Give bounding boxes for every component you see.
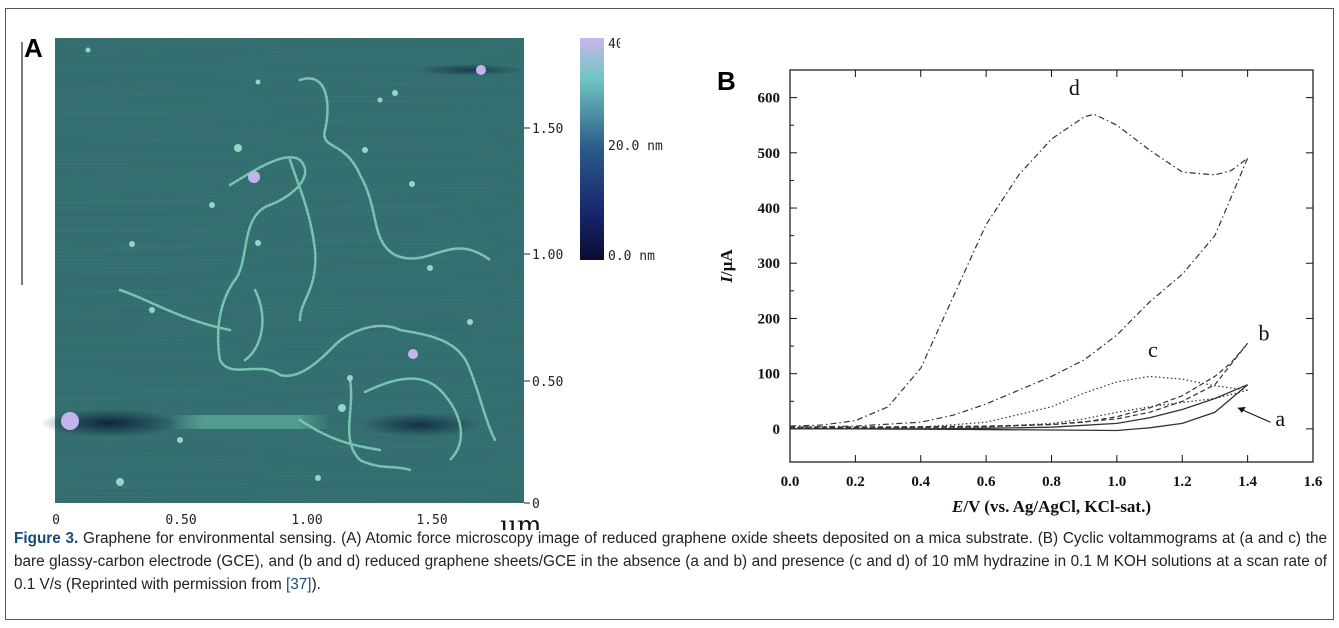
afm-x-tick: 1.00 (291, 513, 322, 528)
afm-x-tick: 1.50 (416, 513, 447, 528)
series-c-reverse (789, 389, 1248, 430)
series-b-forward (789, 342, 1249, 428)
cv-chart: 0.0 0.2 0.4 0.6 0.8 1.0 1.2 1.4 1.6 0 100 200 300 400… (717, 69, 1323, 516)
y-axis-label: I/µA (717, 249, 736, 284)
afm-y-tick: 1.00 (532, 248, 563, 263)
x-tick-label: 0.8 (1042, 474, 1061, 490)
y-tick-label: 600 (758, 91, 781, 107)
plot-frame (789, 69, 1314, 463)
x-tick-label: 1.0 (1108, 474, 1127, 490)
caption-figure-label: Figure 3. (14, 530, 79, 547)
afm-colorbar-ticks: 40.0 nm (608, 37, 620, 52)
figure-frame (5, 8, 1334, 620)
colorbar-label-low: 0.0 nm (608, 249, 655, 264)
afm-colorbar (580, 38, 604, 260)
y-tick-label: 0 (773, 422, 781, 438)
afm-y-tick: 0.50 (532, 375, 563, 390)
afm-x-tick: 0 (52, 513, 60, 528)
y-tick-label: 300 (758, 256, 781, 272)
afm-y-axis: 0 0.50 1.00 1.50 (524, 122, 563, 512)
curve-a-arrowhead (1237, 406, 1246, 413)
caption-end: ). (311, 576, 321, 593)
series-a-forward (790, 384, 1248, 430)
x-tick-label: 0.2 (846, 474, 865, 490)
series-b-reverse (789, 342, 1249, 429)
colorbar-label-mid: 20.0 nm (608, 139, 663, 154)
y-tick-label: 500 (758, 146, 781, 162)
figure-caption: Figure 3. Graphene for environmental sen… (14, 527, 1327, 596)
x-tick-label: 0.0 (781, 474, 800, 490)
y-tick-label: 100 (758, 367, 781, 383)
series-c-forward (789, 375, 1248, 429)
curve-label-b: b (1258, 321, 1269, 346)
y-tick-label: 400 (758, 201, 781, 217)
x-tick-label: 1.2 (1173, 474, 1192, 490)
afm-y-tick: 0 (532, 497, 540, 512)
curve-label-d: d (1069, 75, 1080, 100)
afm-x-unit: µm (500, 511, 542, 530)
series-a-reverse (790, 384, 1249, 432)
afm-y-tick: 1.50 (532, 122, 563, 137)
caption-text: Graphene for environmental sensing. (A) … (14, 530, 1327, 593)
series-d-reverse (789, 158, 1249, 428)
afm-x-axis: 0 0.50 1.00 1.50 (52, 513, 448, 528)
caption-reference-link[interactable]: [37] (286, 576, 312, 593)
x-tick-label: 1.4 (1238, 474, 1257, 490)
y-tick-label: 200 (758, 311, 781, 327)
afm-image (40, 38, 525, 503)
afm-x-tick: 0.50 (165, 513, 196, 528)
curve-label-a: a (1275, 406, 1285, 431)
x-tick-label: 0.6 (977, 474, 996, 490)
colorbar-tick: 40.0 nm (608, 37, 620, 52)
x-axis-label: E/V (vs. Ag/AgCl, KCl-sat.) (951, 497, 1151, 516)
x-tick-label: 1.6 (1304, 474, 1323, 490)
panel-a-label: A (24, 33, 43, 63)
x-tick-label: 0.4 (911, 474, 930, 490)
afm-panel: 0 0.50 1.00 1.50 µm 0 0.50 1.00 1.50 40.… (21, 37, 620, 530)
series-d-forward (789, 113, 1248, 427)
panel-b-label: B (717, 66, 736, 96)
curve-label-c: c (1148, 337, 1158, 362)
